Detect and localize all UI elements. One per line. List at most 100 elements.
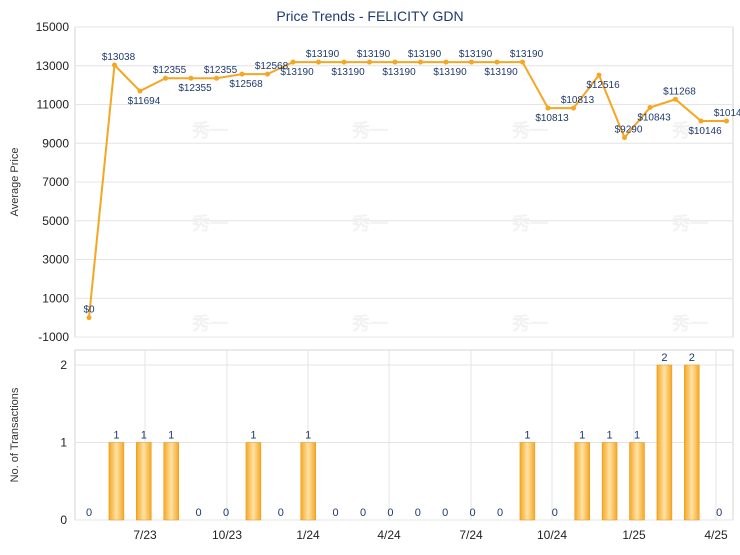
x-tick-label: 4/25 — [704, 528, 728, 542]
volume-y-tick-label: 0 — [60, 513, 67, 527]
volume-y-tick-label: 1 — [60, 436, 67, 450]
price-point — [392, 59, 398, 65]
price-y-tick-label: 7000 — [42, 175, 69, 189]
price-data-label: $12355 — [204, 65, 238, 76]
price-y-tick-label: -1000 — [38, 330, 69, 344]
price-data-label: $11694 — [128, 96, 161, 107]
transaction-count-label: 2 — [689, 352, 695, 364]
chart-title: Price Trends - FELICITY GDN — [276, 8, 463, 24]
watermark-text: 秀一 — [671, 214, 708, 234]
price-point — [163, 75, 168, 81]
transaction-count-label: 0 — [86, 507, 92, 519]
price-point — [520, 59, 525, 65]
transaction-count-label: 0 — [278, 507, 284, 519]
watermark-text: 秀一 — [351, 314, 388, 334]
price-data-label: $10813 — [535, 113, 569, 124]
transaction-count-label: 0 — [387, 507, 393, 519]
price-data-label: $12568 — [255, 61, 289, 72]
price-point — [596, 72, 602, 78]
volume-y-tick-label: 2 — [60, 358, 67, 372]
price-data-label: $13190 — [280, 67, 314, 78]
price-point — [418, 59, 423, 65]
transaction-count-label: 1 — [579, 430, 585, 442]
transaction-count-label: 1 — [250, 430, 256, 442]
transaction-count-label: 0 — [196, 507, 202, 519]
transaction-count-label: 1 — [634, 430, 640, 442]
transaction-bar — [574, 442, 590, 521]
price-data-label: $12355 — [153, 65, 187, 76]
price-data-label: $9290 — [615, 125, 643, 136]
transaction-count-label: 1 — [305, 430, 311, 442]
price-point — [239, 71, 245, 77]
x-tick-label: 1/24 — [296, 528, 320, 542]
price-point — [622, 135, 627, 141]
price-point — [341, 59, 347, 65]
watermark-text: 秀一 — [511, 314, 548, 334]
price-y-tick-label: 3000 — [42, 253, 69, 267]
transaction-bar — [684, 364, 700, 521]
price-y-tick-label: 13000 — [36, 59, 70, 73]
price-data-label: $13190 — [433, 67, 467, 78]
watermark-text: 秀一 — [671, 121, 708, 141]
price-point — [443, 59, 449, 65]
price-y-tick-label: 1000 — [42, 291, 69, 305]
price-chart: -1000 1000 3000 5000 7000 9000 11000 13000 15000… — [36, 20, 740, 344]
watermark-text: 秀一 — [671, 314, 708, 334]
watermark-text: 秀一 — [191, 314, 228, 334]
transaction-count-label: 0 — [497, 507, 503, 519]
price-data-label: $0 — [83, 305, 95, 316]
price-y-tick-label: 5000 — [42, 214, 69, 228]
transaction-count-label: 1 — [524, 430, 530, 442]
price-point — [724, 118, 729, 124]
price-data-label: $13190 — [510, 49, 544, 60]
transaction-count-label: 2 — [661, 352, 667, 364]
price-data-label: $13038 — [102, 52, 136, 63]
price-point — [647, 105, 653, 111]
volume-plot-area — [74, 349, 734, 521]
transaction-bar — [601, 442, 618, 521]
watermark-text: 秀一 — [511, 214, 548, 234]
x-tick-label: 10/24 — [537, 528, 567, 542]
price-y-tick-label: 9000 — [42, 136, 69, 150]
price-data-label: $11268 — [663, 86, 696, 97]
price-series-line — [88, 61, 727, 318]
watermark-text: 秀一 — [351, 121, 388, 141]
transaction-bar — [300, 442, 316, 521]
transaction-count-label: 0 — [415, 507, 421, 519]
watermark-text: 秀一 — [351, 214, 388, 234]
watermark-text: 秀一 — [511, 121, 548, 141]
price-point — [214, 75, 219, 81]
x-tick-label: 7/23 — [133, 528, 157, 542]
price-point — [188, 75, 194, 81]
price-point — [494, 59, 500, 65]
transaction-bar — [519, 442, 536, 521]
price-point — [316, 59, 321, 65]
price-point — [673, 96, 678, 102]
transaction-count-label: 1 — [113, 430, 119, 442]
watermark-text: 秀一 — [191, 121, 228, 141]
price-data-label: $13190 — [357, 49, 391, 60]
volume-y-axis-label: No. of Transactions — [9, 387, 21, 482]
price-point — [367, 59, 372, 65]
transaction-count-label: 0 — [360, 507, 366, 519]
price-y-tick-label: 11000 — [37, 98, 70, 112]
price-data-label: $12355 — [178, 83, 212, 94]
price-data-label: $13190 — [408, 49, 442, 60]
price-point — [137, 88, 143, 94]
price-data-label: $13190 — [484, 67, 518, 78]
price-data-label: $12516 — [586, 80, 620, 91]
price-data-label: $13190 — [306, 49, 340, 60]
price-data-label: $10813 — [561, 95, 595, 106]
price-point — [469, 59, 474, 65]
transaction-count-label: 0 — [716, 507, 722, 519]
transaction-bar — [245, 442, 262, 521]
price-point — [698, 118, 704, 124]
transaction-count-label: 1 — [168, 430, 174, 442]
transaction-bar — [136, 442, 152, 521]
price-data-label: $13190 — [459, 49, 493, 60]
price-data-label: $10146 — [714, 108, 740, 119]
volume-chart: 0 1 2 7/23 10/23 1/24 4/24 7/24 10/24 1/25 4/25 0 1 1… — [60, 350, 733, 542]
x-tick-label: 1/25 — [622, 528, 646, 542]
